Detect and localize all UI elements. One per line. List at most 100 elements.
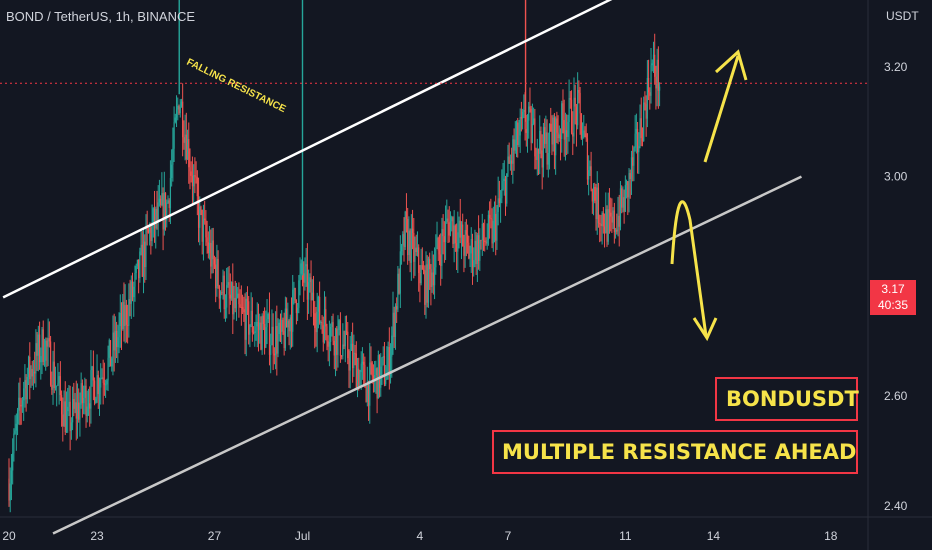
candle-body bbox=[38, 334, 41, 363]
candle-body bbox=[446, 218, 448, 222]
candle-body bbox=[466, 234, 469, 243]
candle-body bbox=[59, 376, 61, 396]
candle-body bbox=[321, 322, 323, 326]
candle-body bbox=[109, 340, 112, 367]
candle-body bbox=[365, 387, 367, 402]
candle-body bbox=[437, 237, 439, 251]
candle-body bbox=[152, 208, 154, 223]
candle-body bbox=[457, 232, 459, 252]
candle-body bbox=[393, 312, 395, 337]
candle-body bbox=[113, 332, 115, 351]
candle-body bbox=[590, 166, 592, 190]
candle-body bbox=[622, 197, 624, 208]
falling-resistance-label: FALLING RESISTANCE bbox=[185, 57, 288, 116]
candle-body bbox=[232, 282, 234, 315]
candle-body bbox=[310, 277, 312, 301]
candle-body bbox=[501, 189, 503, 199]
candle-body bbox=[573, 97, 575, 137]
candle-body bbox=[569, 98, 571, 100]
candle-body bbox=[400, 245, 403, 252]
candle-body bbox=[262, 315, 264, 325]
candle-body bbox=[238, 293, 240, 305]
candle-body bbox=[9, 483, 11, 501]
candle-body bbox=[252, 332, 255, 334]
candle-body bbox=[645, 104, 647, 119]
candle-body bbox=[263, 324, 266, 348]
candle-body bbox=[515, 122, 518, 140]
candle-body bbox=[655, 76, 657, 89]
candle-body bbox=[416, 247, 419, 253]
candle-body bbox=[502, 181, 504, 190]
candle-body bbox=[89, 403, 91, 409]
candle-body bbox=[610, 212, 612, 217]
candle-body bbox=[222, 275, 224, 293]
price-axis-unit[interactable]: USDT bbox=[886, 9, 919, 23]
candle-body bbox=[455, 243, 458, 252]
candle-body bbox=[336, 328, 338, 355]
candle-body bbox=[241, 307, 244, 310]
candle-body bbox=[205, 220, 207, 238]
candle-body bbox=[134, 272, 136, 287]
candle-body bbox=[73, 399, 75, 409]
symbol-title[interactable]: BOND / TetherUS, 1h, BINANCE bbox=[6, 9, 196, 24]
candle-body bbox=[636, 128, 639, 153]
candle-body bbox=[144, 241, 146, 268]
candle-body bbox=[408, 230, 410, 256]
candle-body bbox=[206, 237, 208, 243]
candle-body bbox=[135, 266, 137, 273]
candle-body bbox=[248, 301, 250, 335]
candle-body bbox=[650, 65, 652, 96]
candle-body bbox=[657, 59, 659, 91]
candle-body bbox=[75, 402, 77, 419]
candle-body bbox=[629, 173, 631, 180]
candle-body bbox=[235, 297, 238, 309]
candle-body bbox=[513, 139, 515, 151]
candle-body bbox=[270, 345, 272, 355]
candle-body bbox=[201, 209, 203, 242]
candle-body bbox=[332, 322, 334, 341]
candle-body bbox=[547, 152, 549, 165]
candle-body bbox=[239, 304, 241, 307]
candle-body bbox=[69, 401, 71, 431]
candle-body bbox=[658, 86, 661, 91]
candle-body bbox=[105, 384, 107, 386]
candle-body bbox=[157, 202, 159, 221]
candle-body bbox=[475, 240, 477, 265]
candle-body bbox=[27, 356, 30, 377]
candle-body bbox=[491, 219, 493, 244]
candle-body bbox=[67, 406, 69, 412]
symbol-badge: BONDUSDT bbox=[715, 377, 859, 421]
candle-body bbox=[49, 341, 52, 386]
candle-body bbox=[548, 123, 551, 153]
candle-body bbox=[161, 193, 163, 206]
candle-body bbox=[634, 133, 636, 148]
candle-body bbox=[496, 211, 498, 241]
candle-body bbox=[454, 225, 456, 244]
candle-body bbox=[8, 478, 10, 501]
candle-body bbox=[378, 355, 381, 388]
candle-body bbox=[319, 296, 321, 323]
candle-body bbox=[292, 289, 294, 332]
candle-body bbox=[616, 229, 618, 232]
candle-body bbox=[489, 214, 491, 219]
time-axis[interactable]: 20 23 27 Jul 4 7 11 14 18 bbox=[2, 529, 837, 543]
candle-body bbox=[193, 175, 195, 187]
price-tick-label: 3.00 bbox=[884, 170, 908, 184]
candle-body bbox=[518, 135, 520, 146]
candle-body bbox=[47, 338, 49, 347]
price-axis[interactable]: 2.402.602.803.003.203.403.603.804.00 bbox=[884, 0, 908, 513]
candle-body bbox=[16, 410, 19, 424]
candle-body bbox=[334, 328, 337, 356]
candle-body bbox=[468, 242, 470, 259]
candle-body bbox=[485, 241, 487, 244]
breakout-arrowhead bbox=[714, 49, 748, 81]
candle-body bbox=[117, 337, 119, 348]
candle-body bbox=[424, 270, 426, 305]
candle-body bbox=[226, 285, 228, 308]
candle-body bbox=[635, 128, 637, 134]
candle-body bbox=[114, 330, 116, 351]
candle-body bbox=[370, 362, 372, 364]
candle-body bbox=[74, 402, 76, 409]
candle-body bbox=[91, 366, 93, 371]
